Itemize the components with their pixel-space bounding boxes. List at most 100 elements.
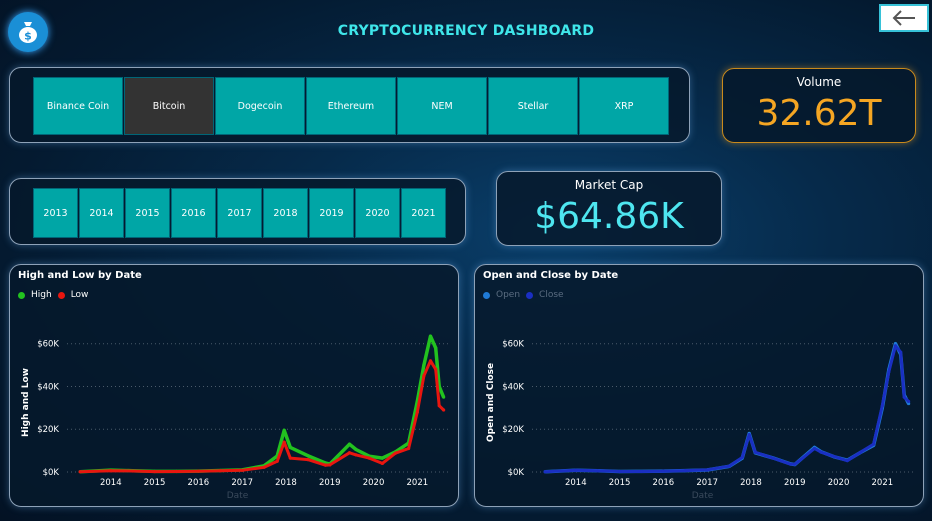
market-cap-value: $64.86K xyxy=(534,196,684,237)
legend-high-swatch xyxy=(18,291,25,299)
data-point-close xyxy=(880,404,884,408)
high-low-plot: $0K $20K $40K $60K 2014 2015 2016 2017 2018 2019 2… xyxy=(21,334,448,501)
data-point-close xyxy=(753,450,757,454)
data-point-close xyxy=(893,344,898,348)
chart-title: Open and Close by Date xyxy=(483,270,619,281)
y-tick-label: $60K xyxy=(37,340,59,350)
data-point-high xyxy=(347,442,352,446)
data-point-close xyxy=(812,446,817,451)
coin-option-xrp[interactable]: XRP xyxy=(579,77,669,135)
data-point-low xyxy=(240,468,244,472)
data-point-low xyxy=(152,469,157,474)
x-tick-label: 2019 xyxy=(784,478,806,488)
data-point-high xyxy=(282,428,286,432)
data-point-close xyxy=(819,450,823,454)
chart-legend: High Low xyxy=(18,290,88,300)
high-low-chart: High and Low by Date High Low $0K $20K $40… xyxy=(9,264,459,507)
x-tick-label: 2017 xyxy=(696,478,718,488)
data-point-low xyxy=(323,463,327,467)
legend-close-label: Close xyxy=(539,290,564,300)
coin-option-ethereum[interactable]: Ethereum xyxy=(306,77,396,135)
data-point-low xyxy=(174,469,179,474)
year-option-2015[interactable]: 2015 xyxy=(125,188,170,238)
data-point-high xyxy=(354,447,358,452)
data-point-low xyxy=(78,470,82,474)
x-tick-label: 2015 xyxy=(144,478,166,488)
year-slicer: 2013 2014 2015 2016 2017 2018 2019 2020 2021 xyxy=(33,188,446,238)
legend-close-swatch xyxy=(526,291,534,299)
year-option-2014[interactable]: 2014 xyxy=(79,188,124,238)
x-tick-label: 2020 xyxy=(363,478,385,488)
coin-option-bitcoin[interactable]: Bitcoin xyxy=(124,77,214,135)
coin-option-stellar[interactable]: Stellar xyxy=(488,77,578,135)
year-option-2020[interactable]: 2020 xyxy=(355,188,400,238)
x-tick-label: 2014 xyxy=(565,478,587,488)
year-option-2019[interactable]: 2019 xyxy=(309,188,354,238)
data-point-low xyxy=(393,451,398,455)
data-point-high xyxy=(380,456,384,460)
data-point-close xyxy=(727,464,731,468)
data-point-low xyxy=(434,367,438,371)
data-point-close xyxy=(596,469,600,473)
data-point-low xyxy=(196,469,200,473)
data-point-high xyxy=(422,363,426,367)
year-option-2016[interactable]: 2016 xyxy=(171,188,216,238)
series-line-open xyxy=(545,341,911,474)
back-button[interactable] xyxy=(879,4,929,32)
arrow-left-icon xyxy=(892,10,915,26)
data-point-close xyxy=(887,369,891,374)
x-tick-label: 2020 xyxy=(828,478,850,488)
legend-open-label: Open xyxy=(496,290,521,300)
legend-open-swatch xyxy=(483,291,490,299)
year-option-2013[interactable]: 2013 xyxy=(33,188,78,238)
data-point-low xyxy=(380,461,384,466)
data-point-high xyxy=(288,445,292,450)
legend-high-label: High xyxy=(31,290,52,300)
data-point-low xyxy=(306,457,310,462)
data-point-close xyxy=(788,462,792,466)
chart-title: High and Low by Date xyxy=(18,270,142,281)
data-point-close xyxy=(902,395,906,399)
y-axis-title: Open and Close xyxy=(486,363,496,442)
market-cap-card: Market Cap $64.86K xyxy=(496,171,722,246)
coin-option-nem[interactable]: NEM xyxy=(397,77,487,135)
data-point-low xyxy=(428,359,433,363)
year-option-2021[interactable]: 2021 xyxy=(401,188,446,238)
coin-option-binance-coin[interactable]: Binance Coin xyxy=(33,77,123,135)
data-point-high xyxy=(306,454,310,458)
data-point-close xyxy=(740,455,744,460)
data-point-close xyxy=(661,469,665,473)
data-point-low xyxy=(218,469,222,473)
data-point-low xyxy=(262,465,266,469)
data-point-close xyxy=(899,350,903,354)
x-tick-label: 2019 xyxy=(319,478,341,488)
data-point-low xyxy=(275,459,279,463)
legend-low-label: Low xyxy=(70,290,89,300)
year-option-2017[interactable]: 2017 xyxy=(217,188,262,238)
data-point-low xyxy=(406,446,411,451)
y-tick-label: $20K xyxy=(502,425,524,435)
volume-card: Volume 32.62T xyxy=(722,68,916,143)
x-tick-label: 2014 xyxy=(100,478,122,488)
data-point-low xyxy=(422,374,426,378)
legend-low-swatch xyxy=(57,291,65,299)
y-tick-label: $40K xyxy=(502,382,524,392)
data-point-low xyxy=(288,456,292,460)
x-tick-label: 2015 xyxy=(609,478,631,488)
x-axis-title: Date xyxy=(227,491,249,501)
x-tick-label: 2016 xyxy=(188,478,210,488)
x-tick-label: 2021 xyxy=(407,478,429,488)
data-point-low xyxy=(415,410,419,414)
data-point-low xyxy=(367,456,371,460)
money-bag-icon: $ xyxy=(8,12,48,52)
year-option-2018[interactable]: 2018 xyxy=(263,188,308,238)
data-point-low xyxy=(109,469,113,473)
y-tick-label: $60K xyxy=(502,340,524,350)
data-point-close xyxy=(617,469,622,474)
coin-option-dogecoin[interactable]: Dogecoin xyxy=(215,77,305,135)
chart-legend: Open Close xyxy=(483,290,564,300)
x-tick-label: 2017 xyxy=(231,478,253,488)
series-line-close xyxy=(545,344,910,474)
data-point-close xyxy=(858,450,863,454)
x-tick-label: 2018 xyxy=(740,478,762,488)
